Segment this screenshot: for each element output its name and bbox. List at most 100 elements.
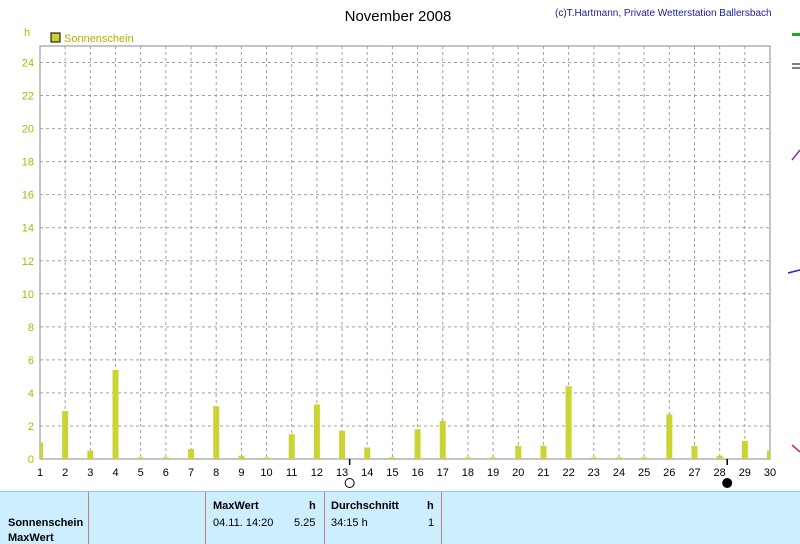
y-tick-label: 0 — [28, 454, 34, 466]
max-value: 5.25 — [294, 517, 316, 529]
x-tick-label: 29 — [739, 467, 751, 479]
x-tick-label: 28 — [714, 467, 726, 479]
row-label-sonnenschein: Sonnenschein — [8, 517, 84, 529]
x-tick-label: 9 — [238, 467, 244, 479]
x-tick-label: 10 — [260, 467, 272, 479]
y-tick-label: 20 — [22, 124, 34, 136]
max-unit: h — [309, 500, 316, 512]
max-date: 04.11. 14:20 — [213, 517, 274, 529]
x-tick-label: 18 — [462, 467, 474, 479]
side-curve — [791, 149, 800, 161]
x-tick-label: 3 — [87, 467, 93, 479]
y-tick-label: 18 — [22, 157, 34, 169]
bar — [62, 411, 69, 459]
bar — [464, 457, 471, 459]
bar — [565, 386, 572, 459]
full-moon-icon — [344, 478, 355, 488]
bar — [313, 404, 320, 459]
x-tick-label: 13 — [336, 467, 348, 479]
y-axis-unit: h — [24, 27, 30, 39]
x-tick-label: 19 — [487, 467, 499, 479]
x-tick-label: 11 — [286, 467, 297, 479]
avg-extra: 1 — [428, 517, 435, 529]
avg-unit: h — [427, 500, 434, 512]
side-curve — [791, 444, 800, 453]
bar — [615, 457, 622, 459]
x-axis: 1 2 3 4 5 6 7 8 9 10 11 12 13 14 15 16 17 18 19 20 21 22 23 24 2… — [37, 467, 776, 479]
moon-phases — [344, 459, 733, 488]
bar — [137, 457, 144, 459]
bar — [490, 457, 497, 459]
bar — [414, 429, 421, 459]
avg-header: Durchschnitt — [331, 500, 399, 512]
x-tick-label: 6 — [163, 467, 169, 479]
x-tick-label: 4 — [112, 467, 118, 479]
x-tick-label: 21 — [537, 467, 549, 479]
y-tick-label: 8 — [28, 322, 34, 334]
x-tick-label: 7 — [188, 467, 194, 479]
bar — [389, 457, 396, 459]
bar — [162, 457, 169, 459]
new-moon-icon — [722, 478, 733, 488]
x-tick-label: 16 — [411, 467, 423, 479]
y-tick-label: 6 — [28, 355, 34, 367]
avg-value: 34:15 h — [331, 517, 368, 529]
x-tick-label: 26 — [663, 467, 675, 479]
column-divider — [324, 492, 325, 544]
bar — [741, 440, 748, 459]
side-curve — [787, 269, 800, 274]
bar — [590, 457, 597, 459]
bar — [666, 414, 673, 459]
y-tick-label: 24 — [22, 58, 34, 70]
plot-frame — [39, 45, 771, 460]
bar — [87, 450, 94, 459]
y-tick-label: 10 — [22, 289, 34, 301]
column-divider — [205, 492, 206, 544]
bar — [364, 447, 371, 459]
bar — [263, 457, 270, 459]
y-tick-label: 12 — [22, 256, 34, 268]
bar — [716, 455, 723, 459]
column-divider — [88, 492, 89, 544]
row-label-maxwert: MaxWert — [8, 532, 54, 544]
bar — [238, 455, 245, 459]
legend: Sonnenschein — [50, 32, 134, 45]
x-tick-label: 5 — [138, 467, 144, 479]
x-tick-label: 1 — [37, 467, 43, 479]
summary-table: Sonnenschein MaxWert MaxWert h 04.11. 14… — [0, 491, 800, 544]
bar — [188, 449, 195, 459]
bar — [515, 445, 522, 459]
bar — [112, 369, 119, 459]
x-tick-label: 15 — [386, 467, 398, 479]
y-tick-label: 16 — [22, 190, 34, 202]
bar — [691, 445, 698, 459]
bar — [540, 445, 547, 459]
y-tick-label: 14 — [22, 223, 34, 235]
bars — [40, 369, 770, 459]
x-tick-label: 17 — [437, 467, 449, 479]
y-tick-label: 2 — [28, 421, 34, 433]
bar — [641, 457, 648, 459]
x-tick-label: 25 — [638, 467, 650, 479]
bar — [288, 434, 295, 459]
bar — [213, 406, 220, 459]
bar — [339, 430, 346, 459]
bar — [439, 421, 446, 459]
x-tick-label: 22 — [562, 467, 574, 479]
chart-title: November 2008 — [345, 8, 452, 25]
y-tick-label: 22 — [22, 91, 34, 103]
x-tick-label: 30 — [764, 467, 776, 479]
side-marker — [792, 33, 800, 36]
x-tick-label: 24 — [613, 467, 625, 479]
column-divider — [441, 492, 442, 544]
legend-swatch — [50, 32, 61, 43]
legend-label: Sonnenschein — [64, 33, 134, 45]
cropped-side-panel — [787, 33, 800, 453]
bar — [40, 442, 43, 459]
x-tick-label: 23 — [588, 467, 600, 479]
x-tick-label: 27 — [688, 467, 700, 479]
x-tick-label: 14 — [361, 467, 373, 479]
x-tick-label: 12 — [311, 467, 323, 479]
